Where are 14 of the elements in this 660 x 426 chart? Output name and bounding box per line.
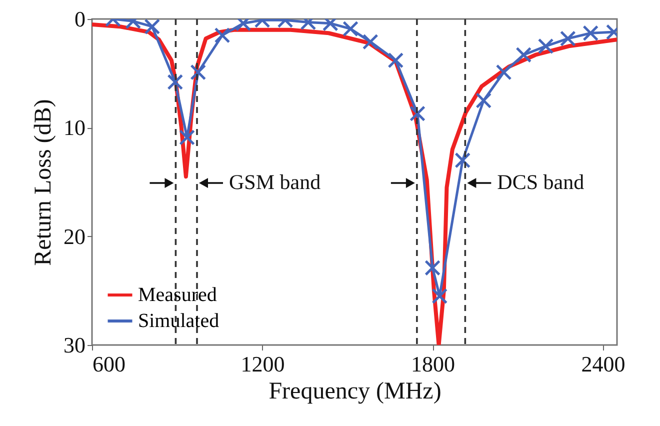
x-axis-title: Frequency (MHz) [268, 378, 442, 404]
legend-label: Measured [138, 284, 217, 306]
x-tick-label: 1800 [411, 352, 456, 376]
x-tick-label: 2400 [581, 352, 626, 376]
y-tick-label: 30 [64, 332, 86, 358]
y-axis-title: Return Loss (dB) [30, 99, 56, 266]
annotation: DCS band [497, 170, 585, 194]
x-tick-label: 1200 [240, 352, 285, 376]
legend-label: Simulated [138, 310, 220, 332]
x-tick-label: 600 [92, 352, 126, 376]
annotation: GSM band [229, 170, 322, 194]
y-tick-label: 0 [74, 6, 86, 32]
y-tick-label: 10 [64, 115, 86, 140]
y-tick-label: 20 [64, 224, 86, 249]
